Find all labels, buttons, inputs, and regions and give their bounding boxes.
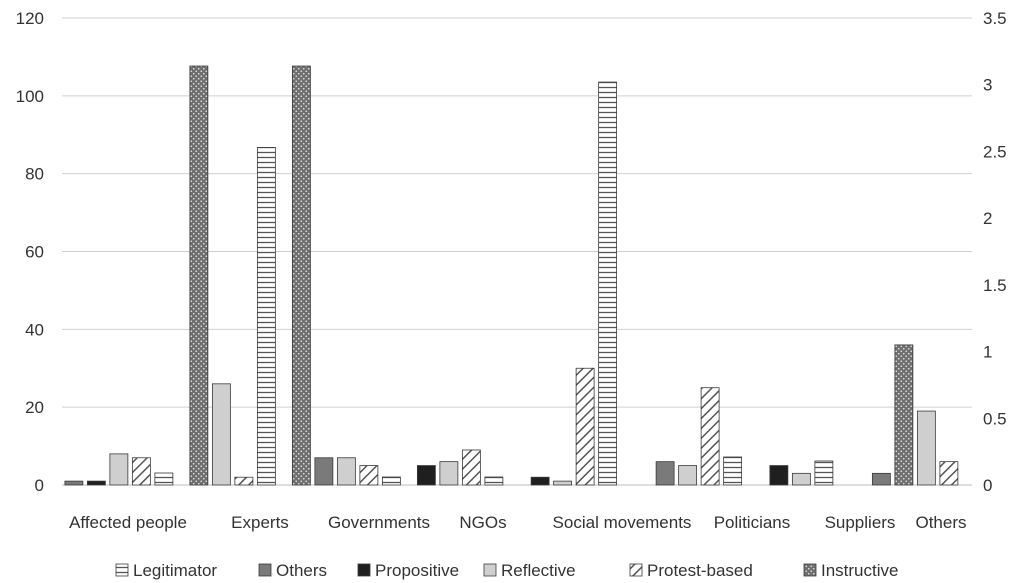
- bar-affected-people-legitimator: [154, 472, 174, 486]
- legend-item-reflective: Reflective: [483, 561, 576, 580]
- right-tick-label: 1.5: [983, 276, 1007, 295]
- category-label-social-movements: Social movements: [553, 513, 692, 532]
- bar-social-movements-protest-based: [575, 367, 595, 486]
- bar-governments-protest-based: [359, 465, 379, 486]
- bar-others-instructive: [894, 344, 914, 486]
- legend-swatch-legitimator: [115, 563, 129, 577]
- left-tick-label: 0: [35, 476, 44, 495]
- bar-politicians-protest-based: [700, 387, 720, 486]
- bar-ngos-reflective: [439, 461, 459, 486]
- category-label-ngos: NGOs: [459, 513, 506, 532]
- category-label-governments: Governments: [328, 513, 430, 532]
- legend-item-instructive: Instructive: [803, 561, 898, 580]
- bar-others-others: [871, 472, 891, 486]
- bar-experts-instructive: [189, 65, 209, 486]
- legend-swatch-instructive: [803, 563, 817, 577]
- right-tick-label: 2.5: [983, 142, 1007, 161]
- bar-ngos-legitimator: [484, 476, 504, 486]
- bar-experts-reflective: [211, 383, 231, 486]
- right-tick-label: 3: [983, 76, 992, 95]
- bar-governments-reflective: [336, 457, 356, 486]
- left-tick-label: 80: [25, 165, 44, 184]
- left-tick-label: 20: [25, 398, 44, 417]
- category-label-affected-people: Affected people: [69, 513, 187, 532]
- bar-politicians-reflective: [678, 465, 698, 486]
- bar-governments-instructive: [291, 65, 311, 486]
- right-axis: 0 0.5 1 1.5 2 2.5 3 3.5: [983, 9, 1007, 495]
- bar-suppliers-legitimator: [814, 460, 834, 486]
- bar-affected-people-reflective: [109, 453, 129, 486]
- left-tick-label: 40: [25, 320, 44, 339]
- legend: Legitimator Others Propositive Reflective Pr…: [115, 561, 898, 580]
- bar-ngos-propositive: [416, 465, 436, 486]
- bar-social-movements-legitimator: [598, 81, 618, 486]
- legend-swatch-protest-based: [629, 563, 643, 577]
- category-label-others: Others: [915, 513, 966, 532]
- bar-suppliers-propositive: [769, 465, 789, 486]
- bars: [64, 65, 959, 486]
- legend-swatch-propositive: [357, 563, 371, 577]
- legend-label-propositive: Propositive: [375, 561, 459, 580]
- legend-item-propositive: Propositive: [357, 561, 459, 580]
- right-tick-label: 0.5: [983, 409, 1007, 428]
- bar-others-reflective: [916, 410, 936, 486]
- bar-governments-legitimator: [381, 476, 401, 486]
- bar-politicians-others: [655, 461, 675, 486]
- legend-swatch-reflective: [483, 563, 497, 577]
- legend-item-legitimator: Legitimator: [115, 561, 217, 580]
- legend-label-protest-based: Protest-based: [647, 561, 753, 580]
- bar-suppliers-reflective: [791, 472, 811, 486]
- bar-others-protest-based: [939, 461, 959, 486]
- bar-governments-others: [314, 457, 334, 486]
- bar-affected-people-propositive: [86, 480, 106, 486]
- bar-affected-people-others: [64, 480, 84, 486]
- legend-item-protest-based: Protest-based: [629, 561, 753, 580]
- bar-social-movements-propositive: [530, 476, 550, 486]
- left-tick-label: 100: [16, 87, 44, 106]
- legend-item-others: Others: [258, 561, 327, 580]
- right-tick-label: 1: [983, 343, 992, 362]
- category-label-suppliers: Suppliers: [825, 513, 896, 532]
- category-label-experts: Experts: [231, 513, 289, 532]
- left-tick-label: 120: [16, 9, 44, 28]
- right-tick-label: 3.5: [983, 9, 1007, 28]
- legend-label-others: Others: [276, 561, 327, 580]
- left-tick-label: 60: [25, 243, 44, 262]
- bar-ngos-protest-based: [461, 449, 481, 486]
- category-label-politicians: Politicians: [714, 513, 791, 532]
- bar-experts-protest-based: [234, 476, 254, 486]
- legend-label-reflective: Reflective: [501, 561, 576, 580]
- legend-swatch-others: [258, 563, 272, 577]
- legend-label-legitimator: Legitimator: [133, 561, 217, 580]
- bar-social-movements-reflective: [553, 480, 573, 486]
- bar-politicians-legitimator: [723, 456, 743, 486]
- bar-experts-legitimator: [256, 147, 276, 486]
- right-tick-label: 2: [983, 209, 992, 228]
- right-tick-label: 0: [983, 476, 992, 495]
- legend-label-instructive: Instructive: [821, 561, 898, 580]
- left-axis: 0 20 40 60 80 100 120: [16, 9, 44, 495]
- category-labels: Affected people Experts Governments NGOs Soc…: [69, 513, 966, 532]
- bar-affected-people-protest-based: [131, 457, 151, 486]
